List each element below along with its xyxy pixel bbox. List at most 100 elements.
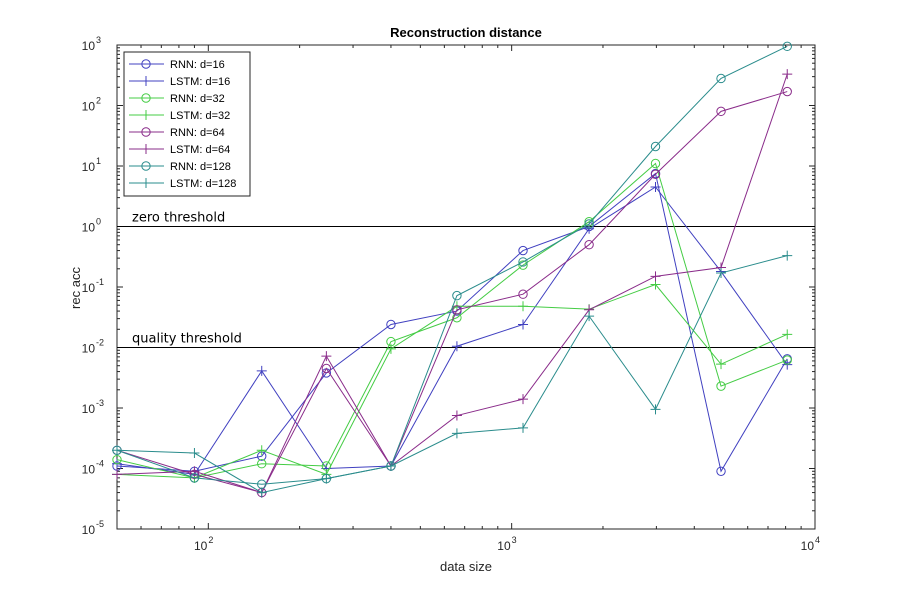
y-tick-label-base: 10 [82,281,96,295]
data-point-plus [141,76,151,86]
data-point-circle [716,381,726,391]
data-point-circle [584,219,594,229]
data-point-plus [782,69,793,80]
data-point-plus [584,311,595,322]
data-point-plus [141,178,151,188]
legend-label: LSTM: d=64 [170,144,230,156]
legend-item: RNN: d=16 [129,59,225,71]
data-point-circle [782,41,792,52]
data-point-circle [141,93,151,103]
y-tick-label-base: 10 [82,523,96,537]
series [112,250,793,498]
series-line [116,162,788,479]
x-tick-label-base: 10 [194,539,208,553]
y-tick-label-base: 10 [82,100,96,114]
legend-label: RNN: d=128 [170,161,231,173]
data-point-circle [650,141,661,152]
data-point-circle [112,454,122,465]
legend-label: RNN: d=32 [170,93,225,105]
data-point-circle [518,289,528,299]
data-point-circle [257,459,267,469]
legend-item: LSTM: d=128 [129,178,236,190]
data-point-plus [518,422,529,433]
data-point-plus [141,110,151,120]
axis-ticks: 10 -510 -410 -310 -210 -110 010 110 210 310 2 10 3 10… [82,35,820,553]
data-point-circle [518,245,528,256]
data-point-plus [650,404,661,415]
y-tick-label: 10 1 [82,156,101,174]
data-point-plus [782,250,793,261]
x-axis-label: data size [440,559,492,574]
y-axis-label: rec acc [68,267,83,309]
y-tick-label: 10 -2 [82,338,104,356]
data-point-plus [189,466,200,477]
y-tick-label-exponent: 3 [96,35,101,45]
data-point-plus [716,268,727,279]
data-point-circle [716,466,726,476]
data-point-plus [256,365,267,376]
legend-item: LSTM: d=32 [129,110,230,122]
data-point-plus [321,473,332,484]
data-point-plus [451,341,462,352]
y-tick-label-exponent: -5 [96,519,104,529]
threshold-label: zero threshold [132,211,225,226]
legend-label: RNN: d=16 [170,59,225,71]
y-tick-label: 10 -5 [82,519,104,537]
legend-item: RNN: d=128 [129,161,231,173]
data-point-circle [716,106,726,117]
data-point-circle [518,260,528,270]
series-group [112,41,793,498]
data-point-plus [256,445,267,456]
y-tick-label-base: 10 [82,160,96,174]
data-point-circle [386,319,396,330]
data-point-circle [782,86,792,97]
data-point-plus [385,343,396,354]
data-point-plus [321,351,332,362]
data-point-circle [452,290,462,301]
data-point-circle [584,217,594,227]
y-tick-label-base: 10 [82,221,96,235]
y-tick-label-exponent: -4 [96,459,104,469]
data-point-plus [518,394,529,405]
data-point-circle [189,473,200,483]
data-point-plus [112,445,122,456]
data-point-circle [518,257,528,267]
series [112,279,793,483]
data-point-plus [451,428,462,439]
data-point-circle [141,59,151,69]
data-point-plus [650,181,661,192]
legend: RNN: d=16 LSTM: d=16 RNN: d=32 LSTM: d=32 RN… [123,51,251,197]
x-tick-label: 10 2 [194,535,213,553]
data-point-circle [321,363,332,374]
data-point-circle [650,158,661,169]
y-tick-label-exponent: 2 [96,96,101,106]
series-line [116,45,788,485]
legend-box [123,51,251,197]
y-tick-label-exponent: -3 [96,398,104,408]
legend-label: LSTM: d=32 [170,110,230,122]
y-tick-label: 10 3 [82,35,101,53]
y-tick-label-exponent: -2 [96,338,104,348]
legend-label: LSTM: d=16 [170,76,230,88]
x-tick-label: 10 3 [497,535,516,553]
y-tick-label-base: 10 [82,402,96,416]
data-point-circle [452,305,462,315]
legend-label: RNN: d=64 [170,127,225,139]
data-point-plus [650,271,661,282]
legend-item: RNN: d=64 [129,127,225,139]
data-point-circle [716,73,726,84]
x-tick-label-exponent: 2 [208,535,213,545]
data-point-circle [650,169,661,179]
y-tick-label-base: 10 [82,342,96,356]
data-point-plus [189,448,200,459]
y-tick-label-base: 10 [82,39,96,53]
x-tick-label: 10 4 [801,535,820,553]
data-point-circle [141,127,151,137]
legend-item: LSTM: d=64 [129,144,230,156]
y-tick-label-exponent: 0 [96,217,101,227]
y-tick-label-base: 10 [82,463,96,477]
legend-label: LSTM: d=128 [170,178,236,190]
data-point-plus [112,469,122,480]
x-tick-label-exponent: 3 [512,535,517,545]
